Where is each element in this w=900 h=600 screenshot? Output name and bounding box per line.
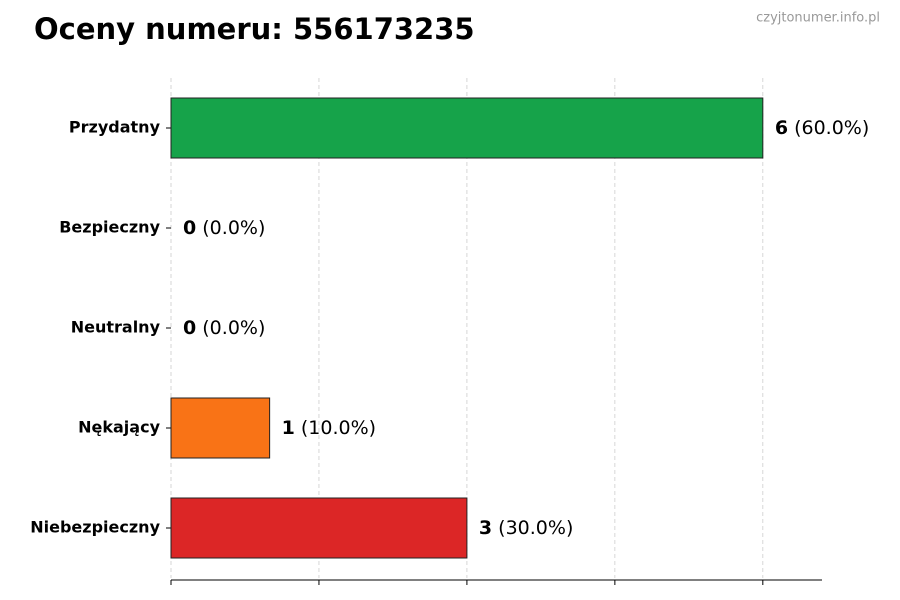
chart-title: Oceny numeru: 556173235	[34, 12, 475, 46]
value-percent: (60.0%)	[788, 117, 869, 139]
value-number: 0	[183, 317, 196, 339]
bar	[170, 497, 468, 559]
value-label: 0 (0.0%)	[183, 317, 265, 339]
value-number: 6	[775, 117, 788, 139]
y-tick-label: Nękający	[78, 418, 160, 437]
bar	[170, 397, 271, 459]
value-number: 1	[282, 417, 295, 439]
value-label: 6 (60.0%)	[775, 117, 869, 139]
y-tick-label: Bezpieczny	[59, 218, 160, 237]
y-tick-label: Niebezpieczny	[30, 518, 160, 537]
value-label: 1 (10.0%)	[282, 417, 376, 439]
value-percent: (30.0%)	[492, 517, 573, 539]
value-label: 0 (0.0%)	[183, 217, 265, 239]
y-tick-label: Neutralny	[71, 318, 161, 337]
watermark: czyjtonumer.info.pl	[756, 11, 880, 26]
value-number: 0	[183, 217, 196, 239]
bar	[170, 97, 764, 159]
value-percent: (0.0%)	[196, 217, 265, 239]
value-percent: (10.0%)	[295, 417, 376, 439]
value-label: 3 (30.0%)	[479, 517, 573, 539]
y-tick-label: Przydatny	[69, 118, 161, 137]
value-percent: (0.0%)	[196, 317, 265, 339]
value-number: 3	[479, 517, 492, 539]
